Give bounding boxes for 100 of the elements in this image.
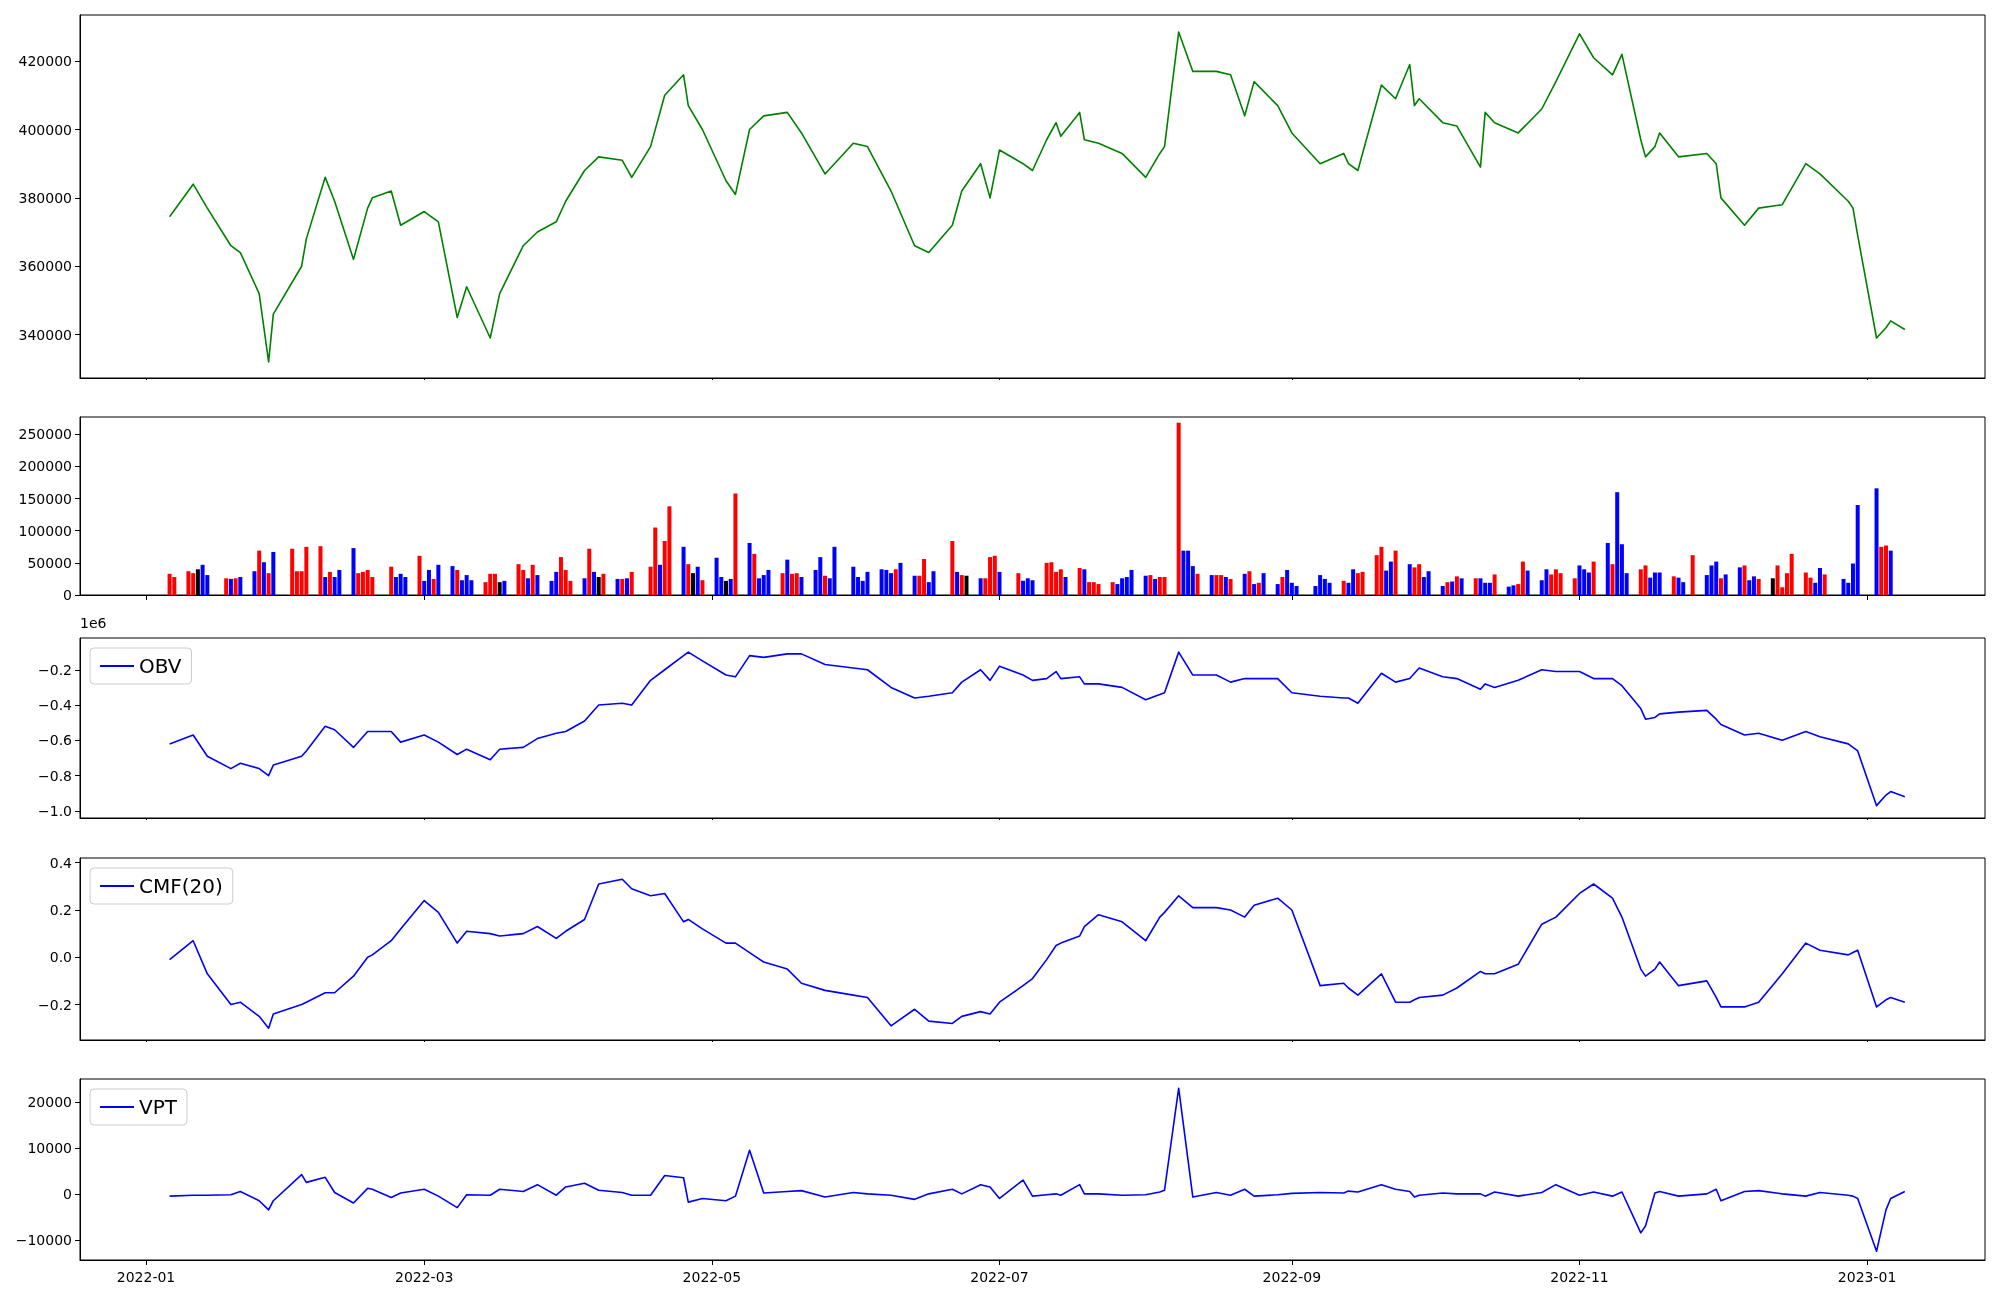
bar bbox=[1605, 542, 1610, 595]
bar bbox=[1511, 585, 1516, 595]
bar bbox=[587, 548, 592, 595]
bar bbox=[1082, 569, 1087, 595]
bar bbox=[403, 577, 408, 595]
bar bbox=[1638, 569, 1643, 595]
bar bbox=[785, 559, 790, 595]
y-tick-label: 0 bbox=[63, 1185, 72, 1202]
x-tick-label: 2022-05 bbox=[682, 1269, 742, 1285]
y-tick-label: 420000 bbox=[18, 53, 72, 70]
bar bbox=[1096, 584, 1101, 595]
bar bbox=[1379, 546, 1384, 595]
line-series bbox=[168, 31, 1906, 363]
y-tick-label: −0.6 bbox=[38, 732, 73, 749]
bar bbox=[1327, 582, 1332, 595]
bar bbox=[1808, 577, 1813, 595]
bar bbox=[238, 577, 243, 595]
bar bbox=[620, 578, 625, 595]
bar bbox=[1393, 550, 1398, 595]
bar bbox=[1412, 567, 1417, 595]
bar bbox=[790, 573, 795, 595]
bar bbox=[1341, 580, 1346, 595]
y-tick-label: 200000 bbox=[18, 458, 72, 475]
y-tick-label: 100000 bbox=[18, 522, 72, 539]
bar bbox=[464, 575, 469, 595]
bar bbox=[426, 569, 431, 595]
bar bbox=[266, 573, 271, 595]
bar bbox=[1615, 492, 1620, 595]
bar bbox=[389, 566, 394, 595]
bar bbox=[1294, 586, 1299, 595]
bar bbox=[1016, 573, 1021, 595]
x-tick-label: 2022-09 bbox=[1262, 1269, 1322, 1285]
bar bbox=[1407, 564, 1412, 595]
y-tick-label: 0.2 bbox=[49, 902, 72, 918]
y-tick-label: −0.4 bbox=[38, 697, 73, 714]
bar bbox=[1577, 565, 1582, 595]
bar bbox=[898, 562, 903, 595]
bar bbox=[1789, 553, 1794, 595]
bar bbox=[228, 578, 233, 595]
bar bbox=[1610, 564, 1615, 595]
bar bbox=[1520, 561, 1525, 595]
y-tick-label: 0.0 bbox=[49, 949, 72, 966]
bar bbox=[530, 564, 535, 595]
bar bbox=[1030, 580, 1035, 595]
bar bbox=[615, 578, 620, 595]
bar bbox=[323, 577, 328, 595]
bar bbox=[1879, 546, 1884, 595]
bar bbox=[1285, 569, 1290, 595]
bar bbox=[1280, 577, 1285, 595]
bar bbox=[1775, 565, 1780, 595]
bar bbox=[1228, 578, 1233, 595]
bar bbox=[337, 569, 342, 595]
bar bbox=[1822, 574, 1827, 595]
y-tick-label: 0.4 bbox=[49, 854, 73, 871]
bar bbox=[327, 571, 332, 595]
bar bbox=[436, 564, 441, 595]
bar bbox=[1450, 581, 1455, 595]
bar bbox=[1874, 488, 1879, 595]
x-tick-label: 2022-11 bbox=[1550, 1269, 1609, 1285]
bar bbox=[1426, 571, 1431, 595]
bar bbox=[1690, 555, 1695, 595]
bar bbox=[733, 493, 738, 595]
y-tick-label: −0.2 bbox=[38, 996, 72, 1013]
bar bbox=[535, 575, 540, 595]
bar bbox=[1714, 561, 1719, 595]
bar bbox=[1747, 580, 1752, 595]
bar bbox=[1252, 584, 1257, 595]
bar bbox=[766, 569, 771, 595]
bar bbox=[695, 566, 700, 595]
bar bbox=[1657, 572, 1662, 595]
bar bbox=[1676, 577, 1681, 595]
bar bbox=[747, 542, 752, 595]
bar bbox=[1855, 505, 1860, 595]
bar bbox=[950, 541, 955, 595]
bar bbox=[1883, 545, 1888, 595]
bar bbox=[931, 571, 936, 595]
bar bbox=[492, 573, 497, 595]
bar bbox=[1440, 586, 1445, 595]
bar bbox=[1591, 561, 1596, 595]
bar bbox=[186, 571, 191, 595]
bar bbox=[1176, 422, 1181, 595]
bar bbox=[1751, 576, 1756, 595]
bar bbox=[978, 578, 983, 595]
bar bbox=[1572, 578, 1577, 595]
bar bbox=[1195, 573, 1200, 595]
bar bbox=[1181, 550, 1186, 595]
bar bbox=[1648, 577, 1653, 595]
y-tick-label: 50000 bbox=[27, 554, 72, 571]
bar bbox=[525, 578, 530, 595]
bar bbox=[1256, 582, 1261, 595]
bar bbox=[1063, 577, 1068, 595]
bar bbox=[799, 577, 804, 595]
y-tick-label: −0.8 bbox=[38, 767, 72, 784]
bar bbox=[884, 569, 889, 595]
y-tick-label: 10000 bbox=[27, 1139, 72, 1156]
bar bbox=[681, 546, 686, 595]
bar bbox=[271, 551, 276, 595]
bar bbox=[657, 564, 662, 595]
bar bbox=[257, 550, 262, 595]
bar bbox=[1718, 578, 1723, 595]
